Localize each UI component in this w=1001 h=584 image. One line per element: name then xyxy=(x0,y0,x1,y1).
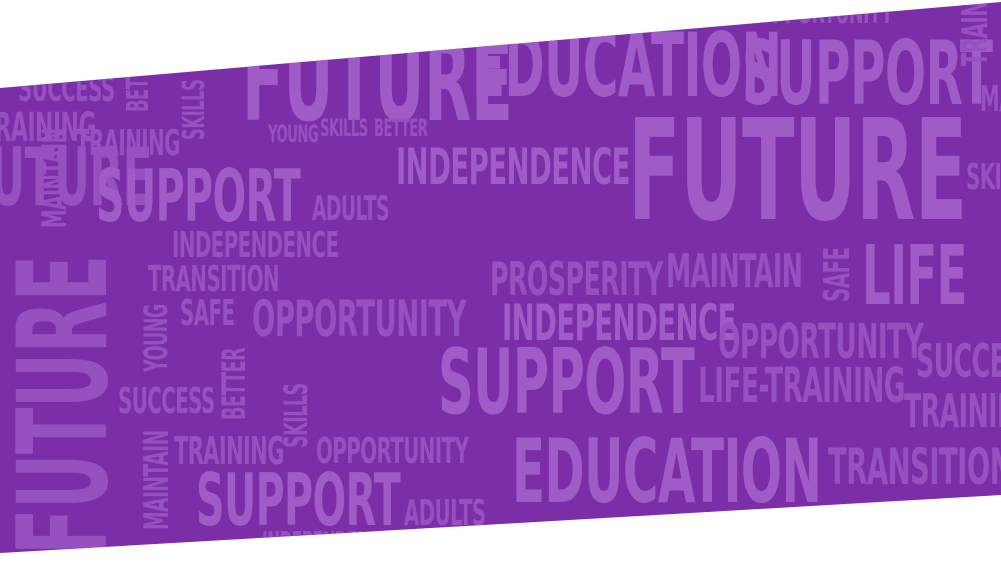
word-independence-2: INDEPENDENCE xyxy=(172,225,339,266)
word-opportunity-3: OPPORTUNITY xyxy=(316,431,469,472)
word-support-1: SUPPORT xyxy=(96,154,301,238)
word-training-top: TRAINING xyxy=(955,0,996,66)
word-transition-2: TRANSITION xyxy=(828,438,1001,496)
word-training-right: TRAINING xyxy=(904,384,1001,438)
word-support-3: SUPPORT xyxy=(196,458,401,542)
word-opportunity-1: OPPORTUNITY xyxy=(252,290,467,348)
word-independence-3: INDEPENDENCE xyxy=(502,294,736,352)
word-better: BETTER xyxy=(121,44,156,112)
word-maintain-3: MAINTAIN xyxy=(137,430,177,530)
word-skills: SKILLS xyxy=(177,79,212,140)
word-young-vertical: YOUNG xyxy=(137,304,175,372)
word-training-2: TRAINING xyxy=(76,123,180,164)
word-success-2: SUCCESS xyxy=(118,381,215,422)
word-transition-1: TRANSITION xyxy=(148,259,280,300)
word-prosperity: PROSPERITY xyxy=(490,252,663,306)
word-skills-2: SKILLS xyxy=(320,114,368,142)
word-support: SUPPORT xyxy=(742,22,993,125)
word-safe-1: SAFE xyxy=(180,293,235,334)
word-training-left: TRAINING xyxy=(0,105,96,151)
word-opportunity-top: OPPORTUNITY xyxy=(758,0,893,31)
word-maintain-2: MAINTAIN xyxy=(666,244,803,298)
word-adults-1: ADULTS xyxy=(312,189,389,229)
word-independence-1: INDEPENDENCE xyxy=(396,138,630,196)
word-maintain-right: MAINTAIN xyxy=(980,79,1001,120)
word-safe-vertical: SAFE xyxy=(817,247,858,302)
word-success: SUCCESS xyxy=(18,69,115,110)
word-better-vertical: BETTER xyxy=(215,347,253,420)
word-skills-right: SKILLS xyxy=(966,157,1001,198)
word-life-training: LIFE-TRAINING xyxy=(698,358,905,414)
word-better-2: BETTER xyxy=(374,114,428,142)
word-future-edge: FUTURE xyxy=(0,131,153,224)
word-skills-vertical: SKILLS xyxy=(277,383,315,448)
word-success-right: SUCCESS xyxy=(916,334,1001,388)
word-future-vertical: FUTURE xyxy=(0,255,136,555)
word-future-big: FUTURE xyxy=(628,90,967,253)
word-training-3: TRAINING xyxy=(174,429,284,473)
word-life: LIFE xyxy=(862,229,967,324)
word-opportunity-2: OPPORTUNITY xyxy=(718,314,924,370)
word-education-2: EDUCATION xyxy=(512,420,822,523)
word-adults-2: ADULTS xyxy=(404,493,486,534)
word-support-2: SUPPORT xyxy=(438,330,695,435)
word-independence-bottom: INDEPENDENCE xyxy=(262,525,391,558)
word-young: YOUNG xyxy=(268,120,319,148)
